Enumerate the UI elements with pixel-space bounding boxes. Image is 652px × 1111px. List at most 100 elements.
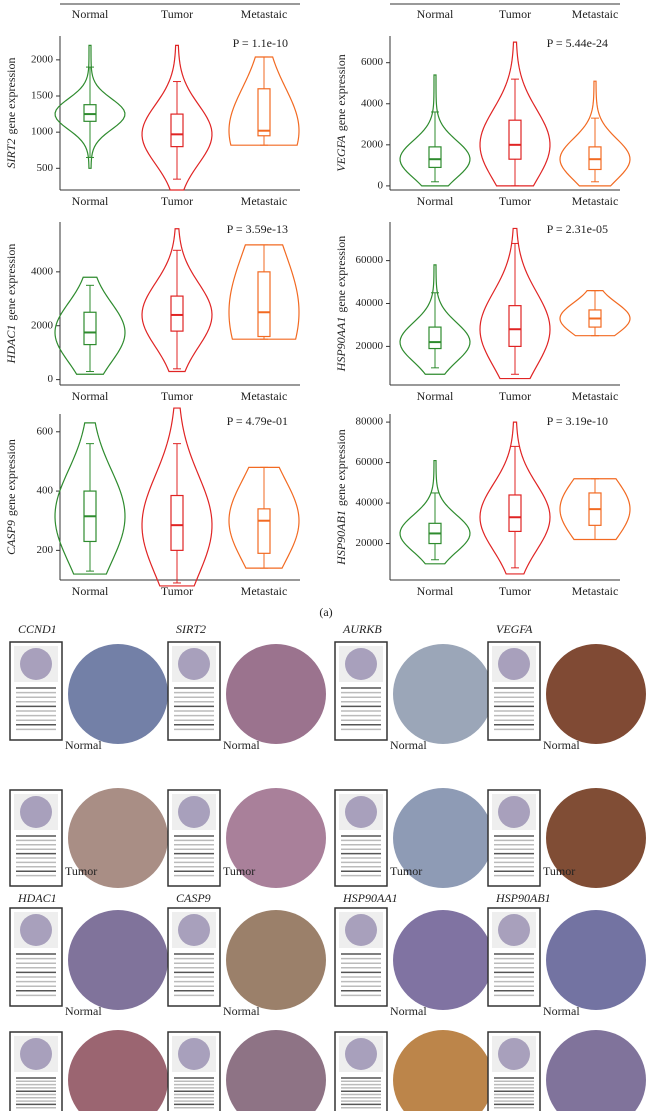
y-axis-label: VEGFA gene expression: [334, 54, 348, 171]
ihc-thumb-core: [345, 796, 377, 828]
violin: [228, 244, 300, 340]
x-tick-label: Tumor: [499, 584, 531, 598]
tumor-label: Tumor: [223, 864, 255, 878]
gene-name: HSP90AB1: [334, 510, 348, 566]
x-tick-label: Metastaic: [572, 194, 619, 208]
x-tick-label: Tumor: [161, 194, 193, 208]
x-tick-label: Metastaic: [572, 584, 619, 598]
violin: [54, 422, 126, 575]
ihc-core: [226, 644, 326, 744]
y-label-text: gene expression: [4, 244, 18, 321]
y-tick-label: 0: [378, 179, 384, 191]
ihc-thumb-core: [178, 648, 210, 680]
normal-label: Normal: [223, 1004, 260, 1018]
box: [170, 494, 184, 551]
p-value: P = 2.31e-05: [547, 222, 608, 236]
normal-label: Normal: [65, 1004, 102, 1018]
x-tick-label: Metastaic: [241, 584, 288, 598]
gene-name: CASP9: [4, 520, 18, 555]
ihc-core: [68, 910, 168, 1010]
violin: [228, 56, 300, 146]
y-tick-label: 60000: [356, 456, 384, 468]
ihc-thumb-core: [20, 648, 52, 680]
violin: [54, 276, 126, 375]
gene-label: VEGFA: [496, 622, 533, 636]
x-tick-label: Tumor: [161, 584, 193, 598]
violin: [559, 80, 631, 187]
violin: [141, 44, 213, 191]
ihc-core: [226, 910, 326, 1010]
ihc-thumb-core: [498, 796, 530, 828]
box: [257, 271, 271, 338]
gene-name: HSP90AA1: [334, 317, 348, 373]
y-tick-label: 500: [37, 162, 54, 174]
y-tick-label: 400: [37, 485, 54, 497]
normal-label: Normal: [223, 738, 260, 752]
x-tick-label: Metastaic: [241, 7, 288, 21]
ihc-thumb-core: [345, 1038, 377, 1070]
y-tick-label: 2000: [31, 53, 54, 65]
y-tick-label: 6000: [361, 56, 384, 68]
ihc-thumb-core: [178, 914, 210, 946]
x-tick-label: Tumor: [161, 7, 193, 21]
y-tick-label: 200: [37, 544, 54, 556]
ihc-thumb-core: [20, 796, 52, 828]
ihc-core: [68, 644, 168, 744]
ihc-core: [393, 788, 493, 888]
gene-label: HSP90AB1: [495, 891, 551, 905]
ihc-thumb-core: [498, 648, 530, 680]
gene-label: AURKB: [342, 622, 382, 636]
y-axis-label: HSP90AA1 gene expression: [334, 236, 348, 373]
box: [257, 88, 271, 137]
x-tick-label: Normal: [417, 194, 454, 208]
y-axis-label: HDAC1 gene expression: [4, 244, 18, 365]
p-value: P = 4.79e-01: [227, 414, 288, 428]
ihc-core: [393, 1030, 493, 1111]
normal-label: Normal: [543, 738, 580, 752]
ihc-thumb-core: [345, 914, 377, 946]
normal-label: Normal: [543, 1004, 580, 1018]
ihc-core: [546, 644, 646, 744]
gene-label: SIRT2: [176, 622, 206, 636]
x-tick-label: Normal: [72, 194, 109, 208]
box: [428, 326, 442, 350]
y-axis-label: HSP90AB1 gene expression: [334, 429, 348, 566]
x-tick-label: Metastaic: [572, 389, 619, 403]
box: [588, 146, 602, 171]
ihc-thumb-core: [178, 1038, 210, 1070]
normal-label: Normal: [65, 738, 102, 752]
box: [83, 311, 97, 346]
ihc-thumb-core: [20, 914, 52, 946]
violin: [141, 228, 213, 373]
ihc-core: [68, 1030, 168, 1111]
gene-name: HDAC1: [4, 325, 18, 365]
x-tick-label: Metastaic: [572, 7, 619, 21]
y-tick-label: 20000: [356, 340, 384, 352]
y-tick-label: 0: [48, 373, 54, 385]
ihc-core: [393, 644, 493, 744]
violin: [479, 227, 551, 380]
p-value: P = 5.44e-24: [547, 36, 608, 50]
p-value: P = 3.59e-13: [227, 222, 288, 236]
ihc-thumb-core: [498, 1038, 530, 1070]
x-tick-label: Metastaic: [241, 389, 288, 403]
ihc-thumb-core: [345, 648, 377, 680]
x-tick-label: Tumor: [161, 389, 193, 403]
x-tick-label: Normal: [417, 584, 454, 598]
normal-label: Normal: [390, 1004, 427, 1018]
x-tick-label: Normal: [417, 389, 454, 403]
tumor-label: Tumor: [390, 864, 422, 878]
y-tick-label: 4000: [31, 265, 54, 277]
ihc-core: [393, 910, 493, 1010]
box: [170, 113, 184, 148]
x-tick-label: Normal: [72, 389, 109, 403]
y-label-text: gene expression: [334, 236, 348, 313]
box: [428, 146, 442, 169]
violin: [559, 478, 631, 541]
violin: [54, 44, 126, 169]
y-tick-label: 2000: [361, 138, 384, 150]
gene-label: HSP90AA1: [342, 891, 398, 905]
box: [508, 119, 522, 160]
violin: [479, 41, 551, 187]
